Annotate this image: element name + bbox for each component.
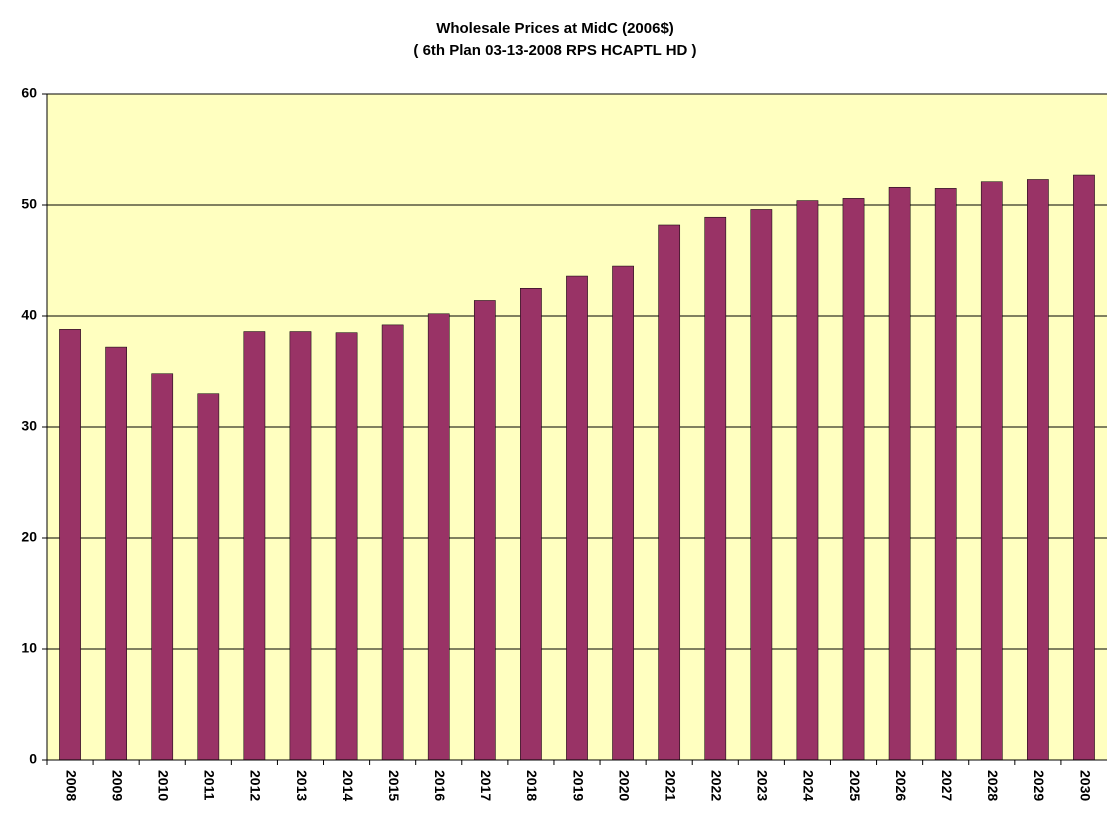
chart-subtitle: ( 6th Plan 03-13-2008 RPS HCAPTL HD ) (413, 42, 696, 59)
bar (335, 332, 358, 761)
x-tick-label: 2016 (432, 770, 448, 801)
y-tick-label: 30 (21, 418, 37, 434)
bar (105, 346, 127, 761)
x-tick-label: 2025 (847, 770, 863, 801)
bar (197, 393, 220, 761)
bar (658, 224, 681, 761)
y-tick-label: 50 (21, 196, 37, 212)
x-tick-label: 2023 (755, 770, 771, 801)
bar (796, 200, 819, 761)
x-tick-label: 2009 (109, 770, 125, 801)
bar (980, 181, 1003, 761)
x-tick-label: 2029 (1031, 770, 1047, 801)
y-tick-label: 10 (21, 640, 37, 656)
bar (427, 313, 450, 761)
bar (520, 288, 542, 761)
x-tick-label: 2019 (570, 770, 586, 801)
bar (59, 329, 81, 761)
x-tick-label: 2011 (202, 770, 218, 801)
x-tick-label: 2024 (801, 770, 817, 801)
bar (566, 275, 588, 761)
bar (381, 324, 404, 761)
y-tick-label: 60 (21, 85, 37, 101)
x-tick-label: 2021 (662, 770, 678, 801)
bar (934, 188, 957, 761)
y-tick-label: 0 (29, 751, 37, 767)
bar (750, 209, 773, 761)
x-tick-label: 2020 (616, 770, 632, 801)
x-tick-label: 2022 (709, 770, 725, 801)
bar (704, 216, 727, 761)
x-tick-label: 2010 (156, 770, 172, 801)
y-tick-label: 40 (21, 307, 37, 323)
bar (1027, 179, 1049, 761)
x-tick-label: 2018 (524, 770, 540, 801)
bar (842, 198, 865, 761)
x-tick-label: 2027 (939, 770, 955, 801)
x-tick-label: 2014 (340, 770, 356, 801)
x-tick-label: 2017 (478, 770, 494, 801)
bar (289, 331, 312, 761)
x-tick-label: 2012 (248, 770, 264, 801)
bar (1073, 174, 1095, 761)
bar (473, 300, 496, 761)
x-tick-label: 2013 (294, 770, 310, 801)
y-tick-label: 20 (21, 529, 37, 545)
bar (151, 373, 174, 761)
bar (888, 186, 911, 761)
x-tick-label: 2030 (1077, 770, 1093, 801)
x-tick-label: 2008 (63, 770, 79, 801)
bar (612, 265, 634, 761)
x-tick-label: 2026 (893, 770, 909, 801)
x-tick-label: 2028 (985, 770, 1001, 801)
bar (243, 331, 266, 761)
x-tick-label: 2015 (386, 770, 402, 801)
chart-title: Wholesale Prices at MidC (2006$) (436, 20, 674, 37)
